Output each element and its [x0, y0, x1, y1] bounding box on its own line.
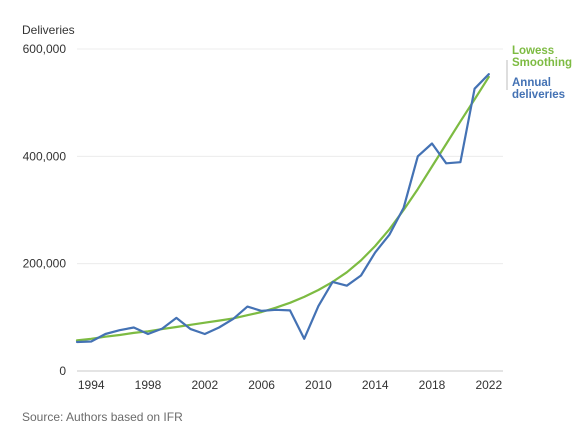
legend-label: deliveries	[512, 89, 565, 101]
x-tick-label: 2022	[475, 378, 502, 392]
lowess-smoothing-line	[75, 75, 490, 342]
legend-label: Annual	[512, 77, 551, 89]
y-tick-labels: 0 200,000 400,000 600,000	[23, 42, 67, 378]
grid-lines	[77, 48, 503, 372]
y-tick-label: 200,000	[23, 257, 67, 271]
x-tick-label: 2002	[191, 378, 218, 392]
legend-label: Smoothing	[512, 57, 572, 69]
y-tick-label: 400,000	[23, 149, 67, 163]
x-tick-labels: 1994 1998 2002 2006 2010 2014 2018 2022	[78, 378, 503, 392]
source-note: Source: Authors based on IFR	[22, 410, 183, 424]
series-lines	[75, 73, 490, 344]
x-tick-label: 2006	[248, 378, 275, 392]
y-axis-label: Deliveries	[22, 23, 75, 37]
legend-label: Lowess	[512, 45, 554, 57]
y-tick-label: 600,000	[23, 42, 67, 56]
annual-deliveries-line	[75, 73, 490, 344]
x-tick-label: 1998	[135, 378, 162, 392]
y-tick-label: 0	[59, 364, 66, 378]
x-tick-label: 1994	[78, 378, 105, 392]
x-tick-label: 2010	[305, 378, 332, 392]
x-tick-label: 2018	[419, 378, 446, 392]
x-tick-label: 2014	[362, 378, 389, 392]
